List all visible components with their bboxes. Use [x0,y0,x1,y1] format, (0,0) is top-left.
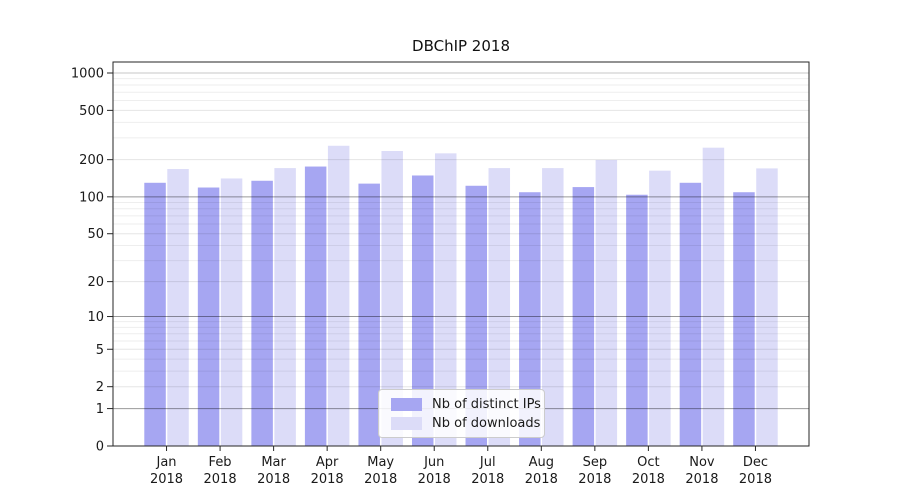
y-axis: 0 1 2 5 10 20 50 100 200 500 1000 [71,67,113,455]
y-tick-label: 0 [96,440,104,455]
y-tick-label: 1 [96,402,104,417]
x-tick-label-year: 2018 [525,472,558,487]
bar-aug-s1 [542,168,564,446]
x-tick-label-month: May [367,455,394,470]
legend-item-distinct-ips: Nb of distinct IPs [391,396,541,412]
legend-label-distinct-ips: Nb of distinct IPs [432,396,541,412]
x-tick-label-year: 2018 [739,472,772,487]
bar-sep-s1 [595,159,618,446]
x-tick-label-month: Feb [209,455,232,470]
bar-jun-s0 [411,175,434,447]
bar-may-s0 [358,183,380,446]
bar-jan-s1 [167,169,189,447]
bar-jul-s0 [465,185,488,446]
bar-feb-s0 [197,187,220,446]
gridlines [113,72,809,410]
legend-swatch-downloads-icon [391,416,422,430]
x-tick-label-year: 2018 [204,472,237,487]
x-tick-label-year: 2018 [418,472,451,487]
bar-jul-s1 [488,168,511,446]
y-tick-label: 1000 [71,67,104,82]
x-tick-label-month: Nov [689,455,715,470]
bar-feb-s1 [220,178,243,446]
x-tick-label-month: Dec [743,455,768,470]
x-tick-label-month: Jul [479,455,496,470]
y-tick-label: 500 [79,104,104,119]
y-tick-label: 2 [96,380,104,395]
plot-border [112,61,810,447]
y-tick-label: 10 [87,310,104,325]
x-tick-label-month: Aug [529,455,554,470]
y-tick-label: 5 [96,343,104,358]
x-tick-label-month: Mar [261,455,286,470]
bar-nov-s1 [702,147,725,446]
x-tick-label-month: Apr [316,455,339,470]
x-axis: Jan 2018 Feb 2018 Mar 2018 Apr 2018 May 2018 Jun 20… [150,446,772,487]
bar-oct-s0 [626,194,648,446]
bar-aug-s0 [519,192,541,446]
bars-series-1 [167,145,778,447]
bar-apr-s0 [304,166,327,447]
legend-label-downloads: Nb of downloads [432,415,541,431]
x-tick-label-year: 2018 [257,472,290,487]
legend-swatch-distinct-ips-icon [391,397,422,411]
bar-may-s1 [381,151,403,446]
bar-nov-s0 [679,182,702,447]
bar-mar-s0 [251,180,273,446]
bar-dec-s1 [756,168,778,446]
legend-item-downloads: Nb of downloads [391,415,540,431]
x-tick-label-year: 2018 [150,472,183,487]
x-tick-label-month: Jan [156,455,177,470]
y-tick-label: 200 [79,153,104,168]
y-tick-label: 50 [87,227,104,242]
legend: Nb of distinct IPs Nb of downloads [378,389,545,438]
x-tick-label-year: 2018 [364,472,397,487]
bar-oct-s1 [649,170,671,446]
bars-series-0 [144,166,755,447]
bar-dec-s0 [733,192,755,446]
bar-sep-s0 [572,187,595,446]
x-tick-label-month: Oct [637,455,659,470]
bar-jun-s1 [434,153,457,446]
y-tick-label: 20 [87,275,104,290]
x-tick-label-year: 2018 [685,472,718,487]
bar-apr-s1 [327,145,350,446]
chart-title: DBChIP 2018 [412,37,510,55]
y-tick-label: 100 [79,190,104,205]
x-tick-label-year: 2018 [311,472,344,487]
bar-jan-s0 [144,182,166,447]
x-tick-label-year: 2018 [578,472,611,487]
bar-mar-s1 [274,168,296,446]
x-tick-label-year: 2018 [632,472,665,487]
x-tick-label-year: 2018 [471,472,504,487]
x-tick-label-month: Jun [423,455,444,470]
x-tick-label-month: Sep [583,455,608,470]
